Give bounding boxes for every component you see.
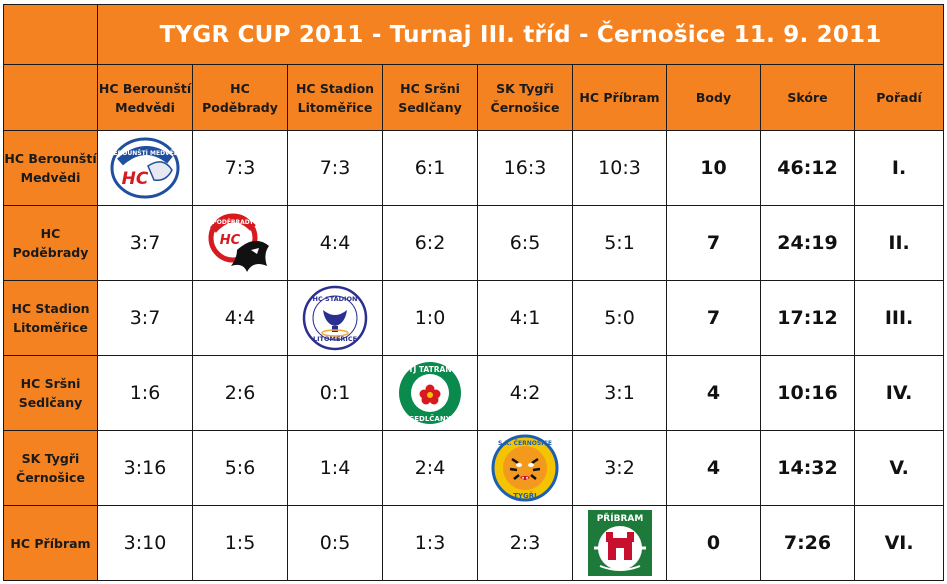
- poradi-cell: III.: [853, 280, 945, 356]
- col-head-team-1: HC Berounští Medvědi: [97, 64, 193, 131]
- col-head-team-6: HC Příbram: [572, 64, 667, 131]
- score-cell: 6:5: [477, 205, 573, 281]
- score-cell: 6:2: [382, 205, 478, 281]
- col-head-team-2: HC Poděbrady: [192, 64, 288, 131]
- score-cell: 4:4: [192, 280, 288, 356]
- svg-text:HC STADION: HC STADION: [313, 295, 358, 303]
- svg-text:HC: HC: [122, 169, 149, 189]
- skore-cell: 7:26: [760, 505, 855, 581]
- score-cell: 6:1: [382, 130, 478, 206]
- logo-cell: HC STADION LITOMĚŘICE: [287, 280, 383, 356]
- score-cell: 3:7: [97, 205, 193, 281]
- score-cell: 10:3: [572, 130, 667, 206]
- score-cell: 1:5: [192, 505, 288, 581]
- poradi-cell: V.: [853, 430, 945, 506]
- score-cell: 1:6: [97, 355, 193, 431]
- score-cell: 3:16: [97, 430, 193, 506]
- score-cell: 7:3: [192, 130, 288, 206]
- score-cell: 5:0: [572, 280, 667, 356]
- body-cell: 4: [666, 355, 761, 431]
- score-cell: 0:1: [287, 355, 383, 431]
- score-cell: 7:3: [287, 130, 383, 206]
- col-head-team-4: HC Sršni Sedlčany: [382, 64, 478, 131]
- logo-cell: PODĚBRADY HC: [192, 205, 288, 281]
- skore-cell: 14:32: [760, 430, 855, 506]
- col-head-team-5: SK Tygři Černošice: [477, 64, 573, 131]
- podebrady-logo-icon: PODĚBRADY HC: [208, 213, 269, 272]
- body-cell: 7: [666, 205, 761, 281]
- table-row: HC Příbram 3:10 1:5 0:5 1:3 2:3 PŘÍBRAM …: [3, 505, 945, 581]
- score-cell: 2:3: [477, 505, 573, 581]
- pribram-logo-icon: PŘÍBRAM: [587, 510, 652, 576]
- table-row: HC Stadion Litoměřice 3:7 4:4 HC STADION …: [3, 280, 945, 356]
- score-cell: 3:2: [572, 430, 667, 506]
- score-cell: 3:1: [572, 355, 667, 431]
- poradi-cell: II.: [853, 205, 945, 281]
- row-head-team-6: HC Příbram: [3, 505, 98, 581]
- logo-cell: BEROUNŠTÍ MEDVĚDI HC: [97, 130, 193, 206]
- sk-cernosice-tiger-logo-icon: S.K. ČERNOŠICE TYGŘI: [491, 434, 559, 502]
- skore-cell: 10:16: [760, 355, 855, 431]
- svg-text:S.K. ČERNOŠICE: S.K. ČERNOŠICE: [498, 440, 552, 447]
- svg-text:PODĚBRADY: PODĚBRADY: [212, 218, 254, 226]
- standings-table: TYGR CUP 2011 - Turnaj III. tříd - Černo…: [3, 4, 945, 581]
- table-row: HC Poděbrady 3:7 PODĚBRADY HC 4:4 6:2 6:5…: [3, 205, 945, 281]
- score-cell: 2:4: [382, 430, 478, 506]
- score-cell: 5:1: [572, 205, 667, 281]
- table-row: SK Tygři Černošice 3:16 5:6 1:4 2:4 S.K. …: [3, 430, 945, 506]
- col-head-skore: Skóre: [760, 64, 855, 131]
- berounsti-medvedi-logo-icon: BEROUNŠTÍ MEDVĚDI HC: [109, 137, 181, 199]
- row-head-team-3: HC Stadion Litoměřice: [3, 280, 98, 356]
- col-head-team-3: HC Stadion Litoměřice: [287, 64, 383, 131]
- score-cell: 4:4: [287, 205, 383, 281]
- score-cell: 5:6: [192, 430, 288, 506]
- corner-cell: [3, 64, 98, 131]
- score-cell: 16:3: [477, 130, 573, 206]
- page-title: TYGR CUP 2011 - Turnaj III. tříd - Černo…: [96, 4, 945, 65]
- score-cell: 1:3: [382, 505, 478, 581]
- stadion-litomerice-logo-icon: HC STADION LITOMĚŘICE: [302, 285, 368, 351]
- score-cell: 1:0: [382, 280, 478, 356]
- col-head-body: Body: [666, 64, 761, 131]
- svg-text:BEROUNŠTÍ MEDVĚDI: BEROUNŠTÍ MEDVĚDI: [109, 149, 181, 157]
- body-cell: 4: [666, 430, 761, 506]
- score-cell: 2:6: [192, 355, 288, 431]
- skore-cell: 46:12: [760, 130, 855, 206]
- logo-cell: PŘÍBRAM: [572, 505, 667, 581]
- score-cell: 4:2: [477, 355, 573, 431]
- poradi-cell: I.: [853, 130, 945, 206]
- tj-tatran-sedlcany-logo-icon: TJ TATRAN SEDLČANY: [399, 362, 461, 424]
- score-cell: 0:5: [287, 505, 383, 581]
- body-cell: 7: [666, 280, 761, 356]
- row-head-team-4: HC Sršni Sedlčany: [3, 355, 98, 431]
- svg-text:SEDLČANY: SEDLČANY: [409, 414, 452, 423]
- svg-text:PŘÍBRAM: PŘÍBRAM: [596, 512, 643, 524]
- skore-cell: 24:19: [760, 205, 855, 281]
- score-cell: 4:1: [477, 280, 573, 356]
- logo-cell: TJ TATRAN SEDLČANY: [382, 355, 478, 431]
- score-cell: 3:7: [97, 280, 193, 356]
- table-row: HC Sršni Sedlčany 1:6 2:6 0:1 TJ TATRAN S…: [3, 355, 945, 431]
- title-row: TYGR CUP 2011 - Turnaj III. tříd - Černo…: [3, 4, 945, 65]
- svg-text:LITOMĚŘICE: LITOMĚŘICE: [313, 334, 357, 343]
- score-cell: 3:10: [97, 505, 193, 581]
- svg-text:TJ TATRAN: TJ TATRAN: [408, 365, 451, 374]
- row-head-team-2: HC Poděbrady: [3, 205, 98, 281]
- skore-cell: 17:12: [760, 280, 855, 356]
- score-cell: 1:4: [287, 430, 383, 506]
- row-head-team-1: HC Berounští Medvědi: [3, 130, 98, 206]
- col-head-poradi: Pořadí: [853, 64, 945, 131]
- row-head-team-5: SK Tygři Černošice: [3, 430, 98, 506]
- svg-text:HC: HC: [220, 233, 241, 248]
- corner-cell: [3, 4, 98, 65]
- svg-text:TYGŘI: TYGŘI: [513, 491, 537, 500]
- body-cell: 0: [666, 505, 761, 581]
- table-row: HC Berounští Medvědi BEROUNŠTÍ MEDVĚDI HC…: [3, 130, 945, 206]
- logo-cell: S.K. ČERNOŠICE TYGŘI: [477, 430, 573, 506]
- body-cell: 10: [666, 130, 761, 206]
- poradi-cell: IV.: [853, 355, 945, 431]
- poradi-cell: VI.: [853, 505, 945, 581]
- header-row: HC Berounští Medvědi HC Poděbrady HC Stadi…: [3, 64, 945, 131]
